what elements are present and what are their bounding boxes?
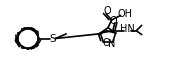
Text: S: S xyxy=(50,33,56,44)
Text: O: O xyxy=(103,6,111,16)
Text: N: N xyxy=(108,39,116,49)
Text: HN: HN xyxy=(120,24,135,34)
Text: O: O xyxy=(110,16,118,26)
Text: OH: OH xyxy=(118,9,133,19)
Text: O: O xyxy=(102,38,110,48)
